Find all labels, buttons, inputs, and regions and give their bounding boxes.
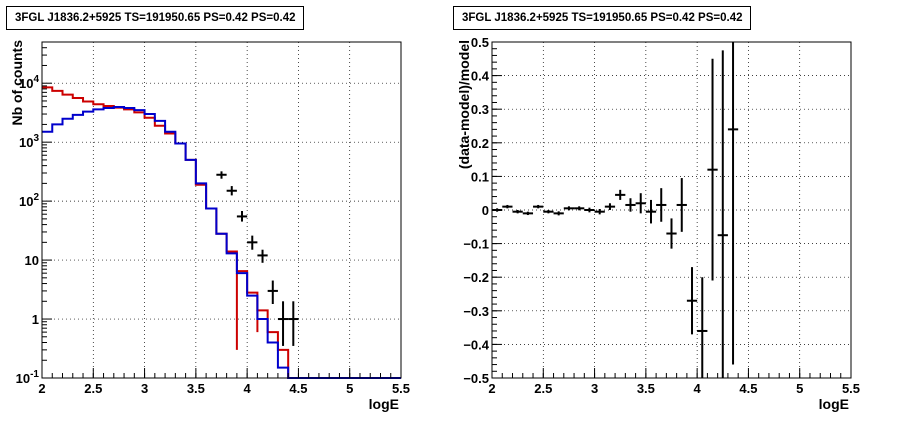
right-x-axis-label: logE [819,396,849,412]
right-y-tick-label: 0.4 [471,69,490,84]
left-chart-title: 3FGL J1836.2+5925 TS=191950.65 PS=0.42 P… [6,6,305,30]
left-x-tick-label: 3.5 [187,381,205,396]
right-x-tick-label: 5.5 [842,381,860,396]
left-x-axis-label: logE [369,396,399,412]
right-y-tick-label: −0.3 [463,304,489,319]
left-x-tick-label: 5 [346,381,353,396]
right-grid [492,42,851,378]
left-y-tick-base: 10 [19,135,33,150]
left-y-tick-label: 104 [19,74,39,91]
left-y-tick-label: 10 [25,253,39,268]
right-y-tick-label: −0.4 [463,337,489,352]
right-x-tick-label: 4.5 [739,381,757,396]
left-y-tick-label: 103 [19,133,39,150]
left-grid [42,42,401,378]
red-model-histogram [42,86,401,379]
right-y-tick-label: 0.5 [471,35,489,50]
left-y-tick-exponent: 3 [33,133,39,144]
right-x-tick-label: 3.5 [637,381,655,396]
blue-model-histogram [42,105,401,379]
left-x-tick-label: 2.5 [84,381,102,396]
right-y-tick-label: −0.1 [463,237,489,252]
left-y-axis-label: Nb of counts [9,40,25,126]
left-y-tick-label: 10-1 [16,369,40,386]
left-x-tick-label: 4 [244,381,252,396]
left-y-tick-base: 10 [19,76,33,91]
right-x-tick-label: 2 [488,381,495,396]
right-y-tick-label: 0.3 [471,102,489,117]
right-x-tick-label: 2.5 [534,381,552,396]
left-y-tick-base: 10 [16,371,30,386]
left-y-tick-base: 10 [19,194,33,209]
right-x-tick-label: 3 [591,381,598,396]
residuals-panel: 2 2.5 3 3.5 4 4.5 5 5.5 0.5 0.4 0.3 0.2 0.1 0 −0.1 −0.2… [456,35,860,412]
right-y-tick-label: −0.5 [463,371,489,386]
left-x-tick-label: 2 [38,381,45,396]
right-y-axis-label: (data-model)/model [456,40,472,169]
right-y-tick-label: −0.2 [463,270,489,285]
left-y-tick-label: 102 [19,192,39,209]
right-axes: 2 2.5 3 3.5 4 4.5 5 5.5 0.5 0.4 0.3 0.2 0.1 0 −0.1 −0.2… [463,35,860,396]
left-x-tick-label: 3 [141,381,148,396]
right-plot-frame [491,41,852,379]
left-series [42,86,401,379]
left-plot-frame [41,41,402,379]
left-y-tick-exponent: 2 [33,192,39,203]
right-y-tick-label: 0.1 [471,169,489,184]
right-x-tick-label: 4 [694,381,702,396]
left-y-tick-label: 1 [32,312,39,327]
right-series [492,42,739,378]
left-x-tick-label: 4.5 [289,381,307,396]
right-chart-title: 3FGL J1836.2+5925 TS=191950.65 PS=0.42 P… [453,6,752,30]
left-x-tick-label: 5.5 [392,381,410,396]
left-y-tick-exponent: 4 [33,74,39,85]
right-y-tick-label: 0.2 [471,136,489,151]
left-y-tick-exponent: -1 [30,369,39,380]
right-y-tick-label: 0 [482,203,489,218]
right-x-tick-label: 5 [796,381,803,396]
